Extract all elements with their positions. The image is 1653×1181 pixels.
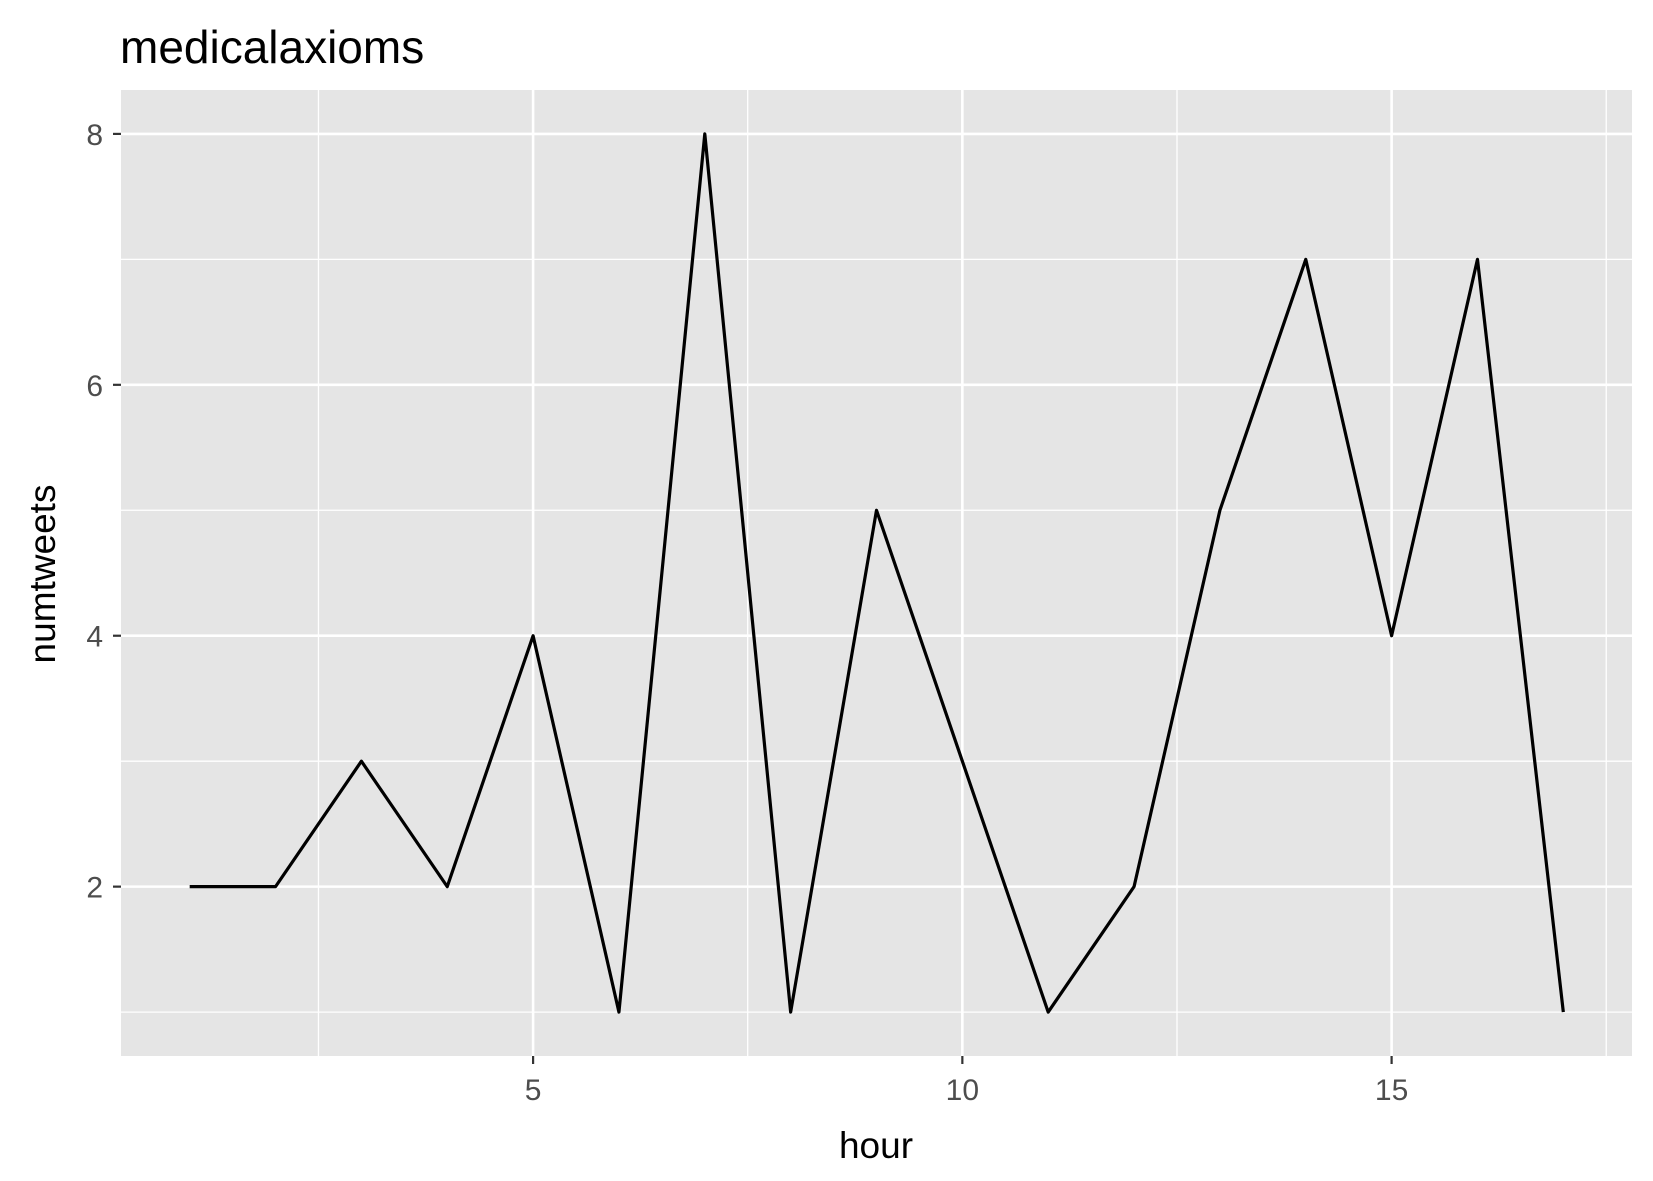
- x-tick-label: 5: [525, 1074, 542, 1107]
- major-gridlines: [121, 90, 1632, 1056]
- x-axis-title: hour: [839, 1125, 913, 1166]
- plot-panel: [121, 90, 1632, 1056]
- y-tick-label: 8: [86, 119, 103, 152]
- y-axis-title: numtweets: [22, 485, 63, 664]
- chart-title: medicalaxioms: [120, 21, 424, 73]
- series-layer: [189, 132, 1565, 1014]
- y-tick-label: 2: [86, 872, 103, 905]
- x-tick-label: 15: [1375, 1074, 1408, 1107]
- x-tick-label: 10: [946, 1074, 979, 1107]
- x-axis: 5 10 15: [525, 1056, 1408, 1107]
- y-tick-label: 4: [86, 621, 103, 654]
- y-tick-label: 6: [86, 370, 103, 403]
- y-axis: 2 4 6 8: [86, 119, 121, 905]
